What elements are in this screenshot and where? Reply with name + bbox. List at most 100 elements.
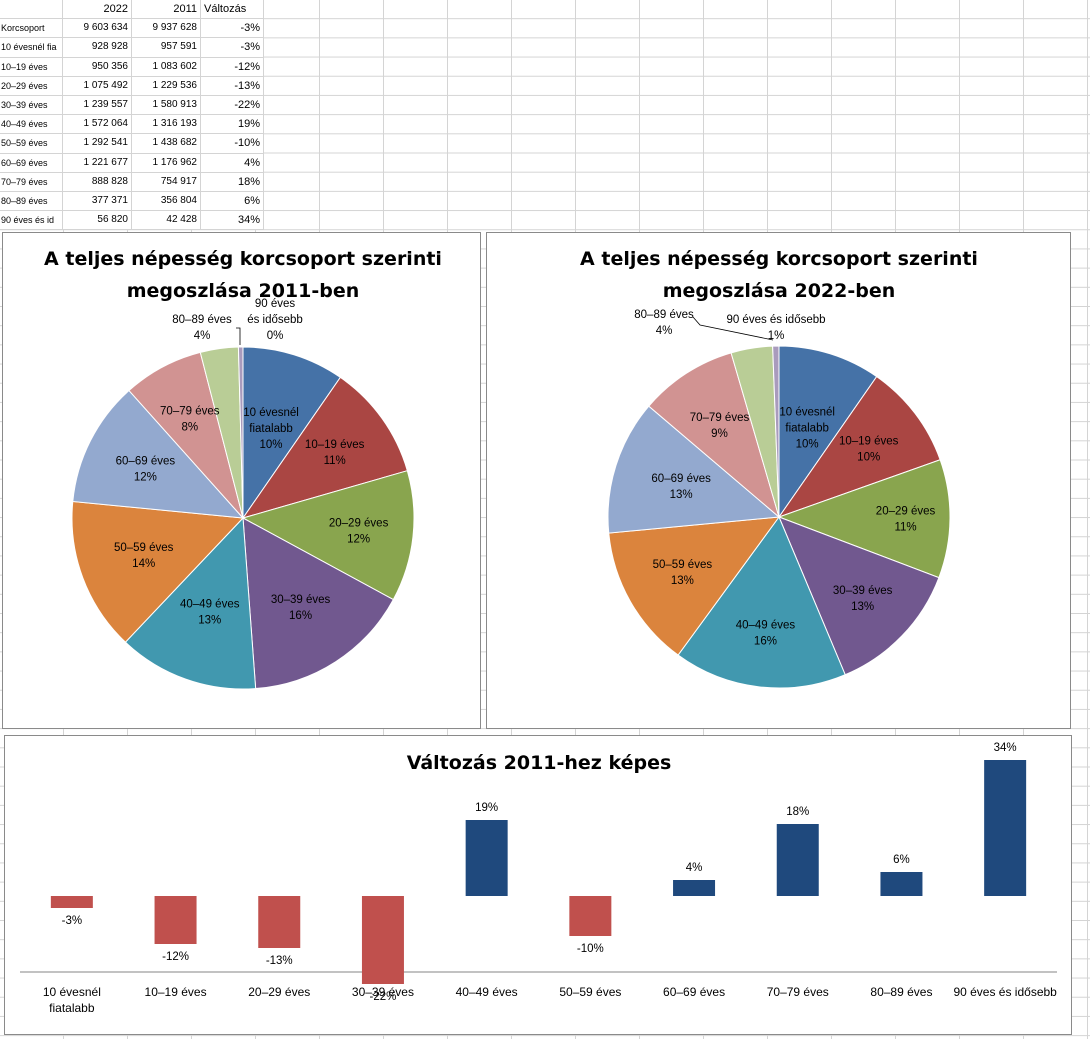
table-cell[interactable]: 9 937 628: [131, 18, 201, 39]
table-cell[interactable]: 56 820: [62, 210, 132, 231]
table-cell[interactable]: 1 176 962: [131, 153, 201, 173]
table-cell[interactable]: 10 évesnél fia: [0, 37, 63, 58]
table-cell[interactable]: 957 591: [131, 37, 201, 58]
table-row: 70–79 éves 888 828 754 917 18%: [0, 172, 264, 192]
pie-chart-2011[interactable]: A teljes népesség korcsoport szerinti meg…: [2, 232, 481, 729]
table-cell[interactable]: 60–69 éves: [0, 153, 63, 173]
table-cell[interactable]: 1 292 541: [62, 133, 132, 154]
pie-chart-2011-plot: A teljes népesség korcsoport szerinti meg…: [44, 248, 442, 690]
table-cell[interactable]: 1 229 536: [131, 76, 201, 96]
category-label: 50–59 éves: [559, 985, 621, 999]
table-cell[interactable]: 1 580 913: [131, 95, 201, 116]
table-row: 80–89 éves 377 371 356 804 6%: [0, 191, 264, 212]
table-row: 90 éves és id 56 820 42 428 34%: [0, 210, 264, 231]
pie-data-label: 60–69 éves 13%: [651, 473, 711, 501]
chart-title: megoszlása 2022-ben: [663, 280, 896, 302]
table-cell[interactable]: 40–49 éves: [0, 114, 63, 135]
pie-slice: [778, 345, 878, 519]
data-table: 2022 2011 Változás Korcsoport 9 603 634 9 937…: [0, 0, 264, 231]
table-cell[interactable]: 1 083 602: [131, 57, 201, 77]
table-cell[interactable]: 2011: [131, 0, 201, 20]
table-cell[interactable]: 70–79 éves: [0, 172, 63, 192]
bar-value-label: 19%: [475, 802, 498, 814]
pie-chart-2022[interactable]: A teljes népesség korcsoport szerinti meg…: [486, 232, 1071, 729]
table-cell[interactable]: 1 239 557: [62, 95, 132, 116]
bar: [154, 896, 197, 944]
table-cell[interactable]: 1 221 677: [62, 153, 132, 173]
category-label: 70–79 éves: [767, 985, 829, 999]
table-cell[interactable]: 30–39 éves: [0, 95, 63, 116]
category-label: 10 évesnél fiatalabb: [43, 985, 101, 1015]
table-cell[interactable]: -3%: [200, 37, 264, 58]
table-cell[interactable]: 34%: [200, 210, 264, 231]
table-cell[interactable]: 6%: [200, 191, 264, 212]
table-cell[interactable]: 1 438 682: [131, 133, 201, 154]
pie-data-label: 90 éves és idősebb 0%: [247, 298, 303, 342]
category-label: 30–39 éves: [352, 985, 414, 999]
table-cell[interactable]: 18%: [200, 172, 264, 192]
pie-slice: [607, 405, 781, 534]
table-cell[interactable]: 10–19 éves: [0, 57, 63, 77]
pie-slice: [608, 516, 781, 656]
table-cell[interactable]: 754 917: [131, 172, 201, 192]
pie-data-label: 10–19 éves 10%: [839, 436, 899, 464]
change-bar-chart[interactable]: Változás 2011-hez képes -3% 10 évesnél fiat…: [4, 735, 1072, 1035]
table-cell[interactable]: -3%: [200, 18, 264, 39]
table-row: 10–19 éves 950 356 1 083 602 -12%: [0, 57, 264, 77]
bar: [361, 896, 404, 984]
pie-slice: [648, 352, 780, 519]
table-cell[interactable]: 80–89 éves: [0, 191, 63, 212]
category-label: 20–29 éves: [248, 985, 310, 999]
pie-slice: [71, 500, 245, 643]
table-cell[interactable]: 377 371: [62, 191, 132, 212]
table-cell[interactable]: 1 316 193: [131, 114, 201, 135]
table-cell[interactable]: -12%: [200, 57, 264, 77]
pie-slice: [72, 389, 245, 519]
table-cell[interactable]: 42 428: [131, 210, 201, 231]
leader-line: [692, 316, 774, 341]
pie-slice: [777, 375, 941, 518]
bar-value-label: -13%: [266, 955, 293, 967]
table-cell[interactable]: 1 572 064: [62, 114, 132, 135]
table-cell[interactable]: 950 356: [62, 57, 132, 77]
table-cell[interactable]: Korcsoport: [0, 18, 63, 39]
pie-slice: [772, 345, 780, 518]
table-cell[interactable]: 1 075 492: [62, 76, 132, 96]
pie-data-label: 10–19 éves 11%: [305, 439, 365, 467]
bar: [258, 896, 301, 948]
pie-data-label: 50–59 éves 13%: [653, 559, 713, 587]
category-label: 10–19 éves: [145, 985, 207, 999]
pie-slice: [237, 346, 244, 519]
change-bar-chart-plot: Változás 2011-hez képes -3% 10 évesnél fiat…: [20, 742, 1057, 1015]
table-cell[interactable]: 2022: [62, 0, 132, 20]
table-cell[interactable]: -10%: [200, 133, 264, 154]
table-cell[interactable]: [0, 0, 63, 20]
table-cell[interactable]: 9 603 634: [62, 18, 132, 39]
pie-chart-2022-plot: A teljes népesség korcsoport szerinti meg…: [580, 248, 978, 689]
pie-data-label: 30–39 éves 16%: [271, 594, 331, 622]
table-cell[interactable]: 928 928: [62, 37, 132, 58]
table-cell[interactable]: 356 804: [131, 191, 201, 212]
table-cell[interactable]: -22%: [200, 95, 264, 116]
pie-data-label: 10 évesnél fiatalabb 10%: [779, 406, 835, 450]
category-label: 40–49 éves: [456, 985, 518, 999]
table-cell[interactable]: 20–29 éves: [0, 76, 63, 96]
bar: [880, 872, 923, 896]
pie-data-label: 80–89 éves 4%: [172, 314, 232, 342]
pie-data-label: 70–79 éves 9%: [690, 412, 750, 440]
table-cell[interactable]: 90 éves és id: [0, 210, 63, 231]
pie-data-label: 80–89 éves 4%: [634, 309, 694, 337]
table-cell[interactable]: 4%: [200, 153, 264, 173]
table-cell[interactable]: Változás: [200, 0, 264, 20]
table-cell[interactable]: 19%: [200, 114, 264, 135]
table-row: 10 évesnél fia 928 928 957 591 -3%: [0, 37, 264, 58]
table-row: 20–29 éves 1 075 492 1 229 536 -13%: [0, 76, 264, 96]
table-cell[interactable]: 50–59 éves: [0, 133, 63, 154]
table-cell[interactable]: -13%: [200, 76, 264, 96]
bar-value-label: -3%: [62, 915, 82, 927]
table-cell[interactable]: 888 828: [62, 172, 132, 192]
pie-data-label: 40–49 éves 13%: [180, 598, 240, 626]
pie-data-label: 60–69 éves 12%: [116, 456, 176, 484]
table-row: Korcsoport 9 603 634 9 937 628 -3%: [0, 18, 264, 39]
category-label: 60–69 éves: [663, 985, 725, 999]
